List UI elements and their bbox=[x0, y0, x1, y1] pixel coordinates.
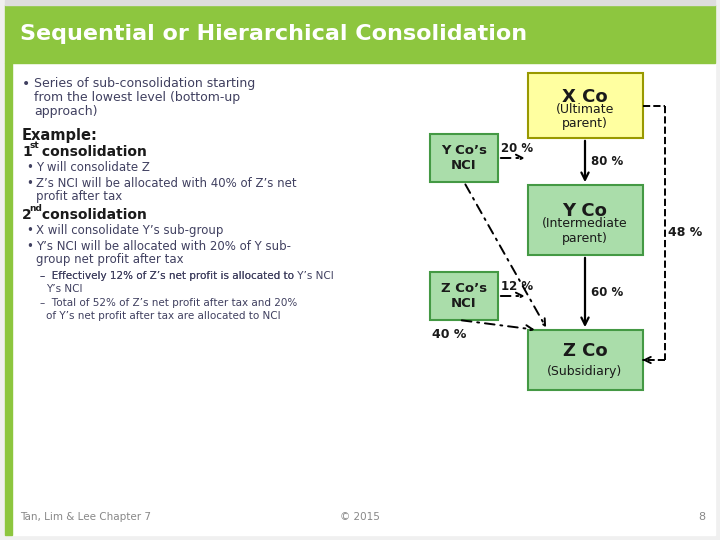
Text: •: • bbox=[26, 224, 33, 237]
Text: 20 %: 20 % bbox=[501, 143, 533, 156]
Bar bbox=[5, 0, 715, 5]
Text: consolidation: consolidation bbox=[37, 208, 147, 222]
Text: profit after tax: profit after tax bbox=[36, 190, 122, 203]
Bar bbox=[5, 5, 715, 63]
Text: Y Co’s
NCI: Y Co’s NCI bbox=[441, 144, 487, 172]
Text: 80 %: 80 % bbox=[591, 155, 624, 168]
Text: © 2015: © 2015 bbox=[340, 512, 380, 522]
Text: X Co: X Co bbox=[562, 87, 608, 105]
Text: Tan, Lim & Lee Chapter 7: Tan, Lim & Lee Chapter 7 bbox=[20, 512, 151, 522]
Text: nd: nd bbox=[29, 204, 42, 213]
Text: 2: 2 bbox=[22, 208, 32, 222]
Text: X will consolidate Y’s sub-group: X will consolidate Y’s sub-group bbox=[36, 224, 223, 237]
Text: (Ultimate
parent): (Ultimate parent) bbox=[556, 103, 614, 131]
Text: 60 %: 60 % bbox=[591, 286, 624, 299]
Text: 1: 1 bbox=[22, 145, 32, 159]
Text: Y will consolidate Z: Y will consolidate Z bbox=[36, 161, 150, 174]
Text: Example:: Example: bbox=[22, 128, 98, 143]
Text: –  Total of 52% of Z’s net profit after tax and 20%: – Total of 52% of Z’s net profit after t… bbox=[40, 298, 297, 308]
Text: •: • bbox=[26, 240, 33, 253]
FancyBboxPatch shape bbox=[430, 272, 498, 320]
Text: group net profit after tax: group net profit after tax bbox=[36, 253, 184, 266]
Text: consolidation: consolidation bbox=[37, 145, 147, 159]
Text: Z Co: Z Co bbox=[563, 342, 607, 360]
Text: •: • bbox=[22, 77, 30, 91]
Text: 40 %: 40 % bbox=[432, 328, 467, 341]
Text: Z Co’s
NCI: Z Co’s NCI bbox=[441, 282, 487, 310]
FancyBboxPatch shape bbox=[528, 73, 642, 138]
FancyBboxPatch shape bbox=[528, 330, 642, 390]
FancyBboxPatch shape bbox=[528, 185, 642, 255]
Text: Y’s NCI will be allocated with 20% of Y sub-: Y’s NCI will be allocated with 20% of Y … bbox=[36, 240, 291, 253]
Text: •: • bbox=[26, 161, 33, 174]
Text: 8: 8 bbox=[698, 512, 705, 522]
Text: Series of sub-consolidation starting: Series of sub-consolidation starting bbox=[34, 77, 256, 90]
Text: approach): approach) bbox=[34, 105, 97, 118]
Text: –  Effectively 12% of Z’s net profit is allocated to: – Effectively 12% of Z’s net profit is a… bbox=[40, 271, 294, 281]
Text: from the lowest level (bottom-up: from the lowest level (bottom-up bbox=[34, 91, 240, 104]
Text: (Subsidiary): (Subsidiary) bbox=[547, 364, 623, 377]
Text: Y’s NCI: Y’s NCI bbox=[46, 284, 83, 294]
Text: of Y’s net profit after tax are allocated to NCI: of Y’s net profit after tax are allocate… bbox=[46, 311, 281, 321]
Text: st: st bbox=[29, 141, 39, 150]
FancyBboxPatch shape bbox=[430, 134, 498, 182]
Text: (Intermediate
parent): (Intermediate parent) bbox=[542, 217, 628, 245]
Text: 12 %: 12 % bbox=[501, 280, 533, 294]
Text: Z’s NCI will be allocated with 40% of Z’s net: Z’s NCI will be allocated with 40% of Z’… bbox=[36, 177, 297, 190]
Text: Y Co: Y Co bbox=[562, 202, 608, 220]
Text: –  Effectively 12% of Z’s net profit is allocated to Y’s NCI: – Effectively 12% of Z’s net profit is a… bbox=[40, 271, 334, 281]
Text: •: • bbox=[26, 177, 33, 190]
Bar bbox=[5, 63, 12, 535]
Text: 48 %: 48 % bbox=[668, 226, 703, 239]
Text: Sequential or Hierarchical Consolidation: Sequential or Hierarchical Consolidation bbox=[20, 24, 527, 44]
